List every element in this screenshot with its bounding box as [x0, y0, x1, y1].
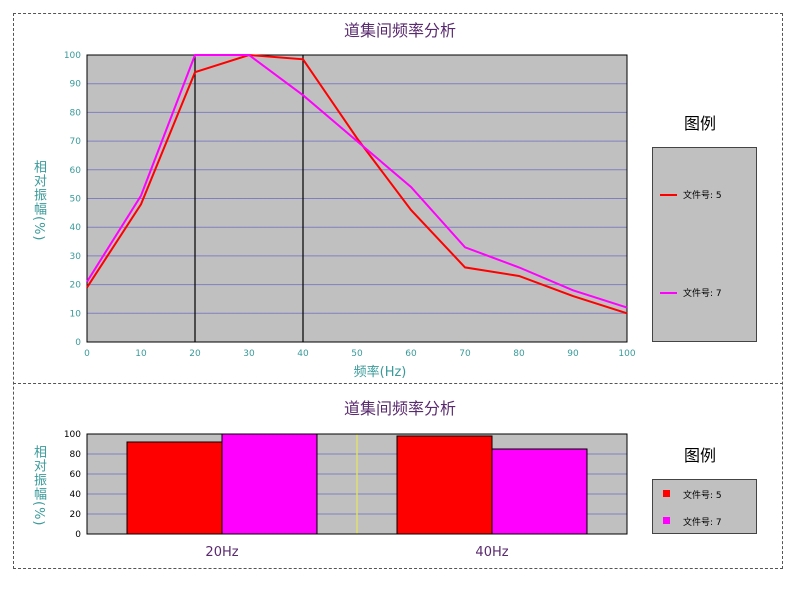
legend-line-swatch-s2: [660, 292, 677, 294]
line-legend-title: 图例: [684, 114, 717, 133]
y-tick-label: 50: [70, 195, 82, 205]
y-tick-label: 90: [70, 80, 82, 90]
line-chart-ylabel: 相对振幅(%): [31, 160, 46, 242]
bar-40Hz-s1: [396, 435, 493, 535]
bar-20Hz-s2: [221, 433, 318, 535]
x-tick-label: 50: [351, 349, 363, 359]
x-tick-label: 20: [189, 349, 201, 359]
chart-frame: [13, 13, 783, 569]
line-chart-xlabel: 频率(Hz): [353, 365, 407, 380]
bar-y-tick-label: 20: [70, 510, 82, 520]
y-tick-label: 60: [70, 166, 82, 176]
bar-chart-ylabel: 相对振幅(%): [31, 445, 46, 527]
y-tick-label: 70: [70, 137, 82, 147]
chart-divider: [13, 383, 783, 384]
bar-legend-title: 图例: [684, 446, 717, 465]
legend-bar-label-s1: 文件号: 5: [683, 491, 722, 501]
y-tick-label: 0: [75, 338, 81, 348]
y-tick-label: 100: [64, 51, 81, 61]
y-tick-label: 30: [70, 252, 82, 262]
bar-chart-title: 道集间频率分析: [343, 399, 456, 418]
bar-y-tick-label: 40: [70, 490, 82, 500]
y-tick-label: 10: [70, 309, 82, 319]
x-tick-label: 30: [243, 349, 255, 359]
bar-y-tick-label: 100: [64, 430, 81, 440]
bar-category-label: 40Hz: [475, 545, 508, 560]
x-tick-label: 10: [135, 349, 147, 359]
series-line-1: [86, 53, 628, 315]
bar-legend: 文件号: 5 文件号: 7: [652, 479, 757, 534]
x-tick-label: 100: [618, 349, 635, 359]
x-tick-label: 80: [513, 349, 525, 359]
x-tick-label: 0: [84, 349, 90, 359]
legend-bar-label-s2: 文件号: 7: [683, 518, 722, 528]
y-tick-label: 80: [70, 108, 82, 118]
plot-border: [86, 54, 628, 343]
legend-square-swatch-s1: [663, 490, 670, 497]
bar-plot-border: [86, 433, 628, 535]
legend-square-swatch-s2: [663, 517, 670, 524]
x-tick-label: 70: [459, 349, 471, 359]
legend-line-swatch-s1: [660, 194, 677, 196]
bar-20Hz-s1: [126, 441, 223, 535]
x-tick-label: 60: [405, 349, 417, 359]
x-tick-label: 90: [567, 349, 579, 359]
legend-label-s1: 文件号: 5: [683, 191, 722, 201]
line-legend: 文件号: 5 文件号: 7: [652, 147, 757, 342]
bar-y-tick-label: 60: [70, 470, 82, 480]
line-chart-title: 道集间频率分析: [343, 21, 456, 40]
bar-y-tick-label: 0: [75, 530, 81, 540]
x-tick-label: 40: [297, 349, 309, 359]
legend-label-s2: 文件号: 7: [683, 289, 722, 299]
bar-40Hz-s2: [491, 448, 588, 535]
y-tick-label: 20: [70, 281, 82, 291]
series-line-2: [86, 54, 628, 309]
bar-category-label: 20Hz: [205, 545, 238, 560]
bar-y-tick-label: 80: [70, 450, 82, 460]
y-tick-label: 40: [70, 223, 82, 233]
